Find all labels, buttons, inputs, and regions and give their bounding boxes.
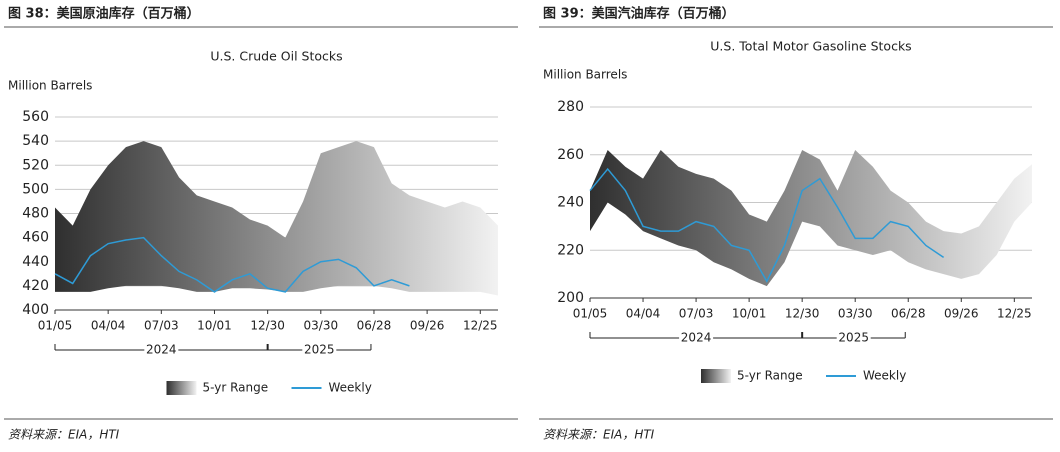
y-tick-label: 420 [22,278,49,294]
x-tick-label: 12/30 [250,319,285,333]
x-tick-label: 07/03 [144,319,179,333]
x-tick-label: 03/30 [304,319,339,333]
x-tick-label: 01/05 [38,319,73,333]
y-axis-label: Million Barrels [8,79,92,93]
y-tick-label: 480 [22,206,49,222]
range-band [55,141,498,296]
y-tick-label: 560 [22,109,49,125]
legend-label: Weekly [329,381,372,395]
year-label-bg [836,331,871,345]
y-tick-label: 520 [22,157,49,173]
x-tick-label: 12/25 [463,319,498,333]
y-tick-label: 240 [557,195,584,211]
chart-title: U.S. Total Motor Gasoline Stocks [710,39,911,54]
y-tick-label: 540 [22,133,49,149]
year-label: 2024 [681,331,712,345]
y-tick-label: 440 [22,254,49,270]
source: 资料来源：EIA，HTI [543,428,655,442]
y-tick-label: 200 [557,290,584,306]
x-tick-label: 04/04 [91,319,126,333]
x-tick-label: 04/04 [626,307,661,321]
source: 资料来源：EIA，HTI [8,428,120,442]
year-label: 2024 [146,343,177,357]
year-label: 2025 [304,343,335,357]
y-tick-label: 460 [22,230,49,246]
weekly-line [589,167,945,283]
x-tick-label: 10/01 [732,307,767,321]
y-tick-label: 500 [22,181,49,197]
caption: 图 39：美国汽油库存（百万桶） [543,6,735,22]
year-label-bg [302,343,337,357]
chart-title: U.S. Crude Oil Stocks [210,49,342,64]
x-tick-label: 09/26 [410,319,445,333]
year-label-bg [679,331,714,345]
x-tick-label: 01/05 [573,307,608,321]
x-tick-label: 06/28 [891,307,926,321]
weekly-line [54,236,410,293]
caption: 图 38：美国原油库存（百万桶） [8,6,200,22]
x-tick-label: 06/28 [357,319,392,333]
x-tick-label: 12/25 [997,307,1032,321]
x-tick-label: 12/30 [785,307,820,321]
legend-label: Weekly [863,369,906,383]
y-tick-label: 280 [557,99,584,115]
y-axis-label: Million Barrels [543,68,627,82]
year-label: 2025 [838,331,869,345]
year-label-bg [144,343,179,357]
y-tick-label: 260 [557,147,584,163]
legend-swatch-band [701,369,731,383]
x-tick-label: 07/03 [679,307,714,321]
x-tick-label: 10/01 [197,319,232,333]
legend-swatch-band [166,381,197,395]
y-tick-label: 400 [22,302,49,318]
x-tick-label: 03/30 [838,307,873,321]
x-tick-label: 09/26 [944,307,979,321]
legend-label: 5-yr Range [203,381,269,395]
y-tick-label: 220 [557,242,584,258]
legend-label: 5-yr Range [737,369,803,383]
range-band [590,149,1032,287]
